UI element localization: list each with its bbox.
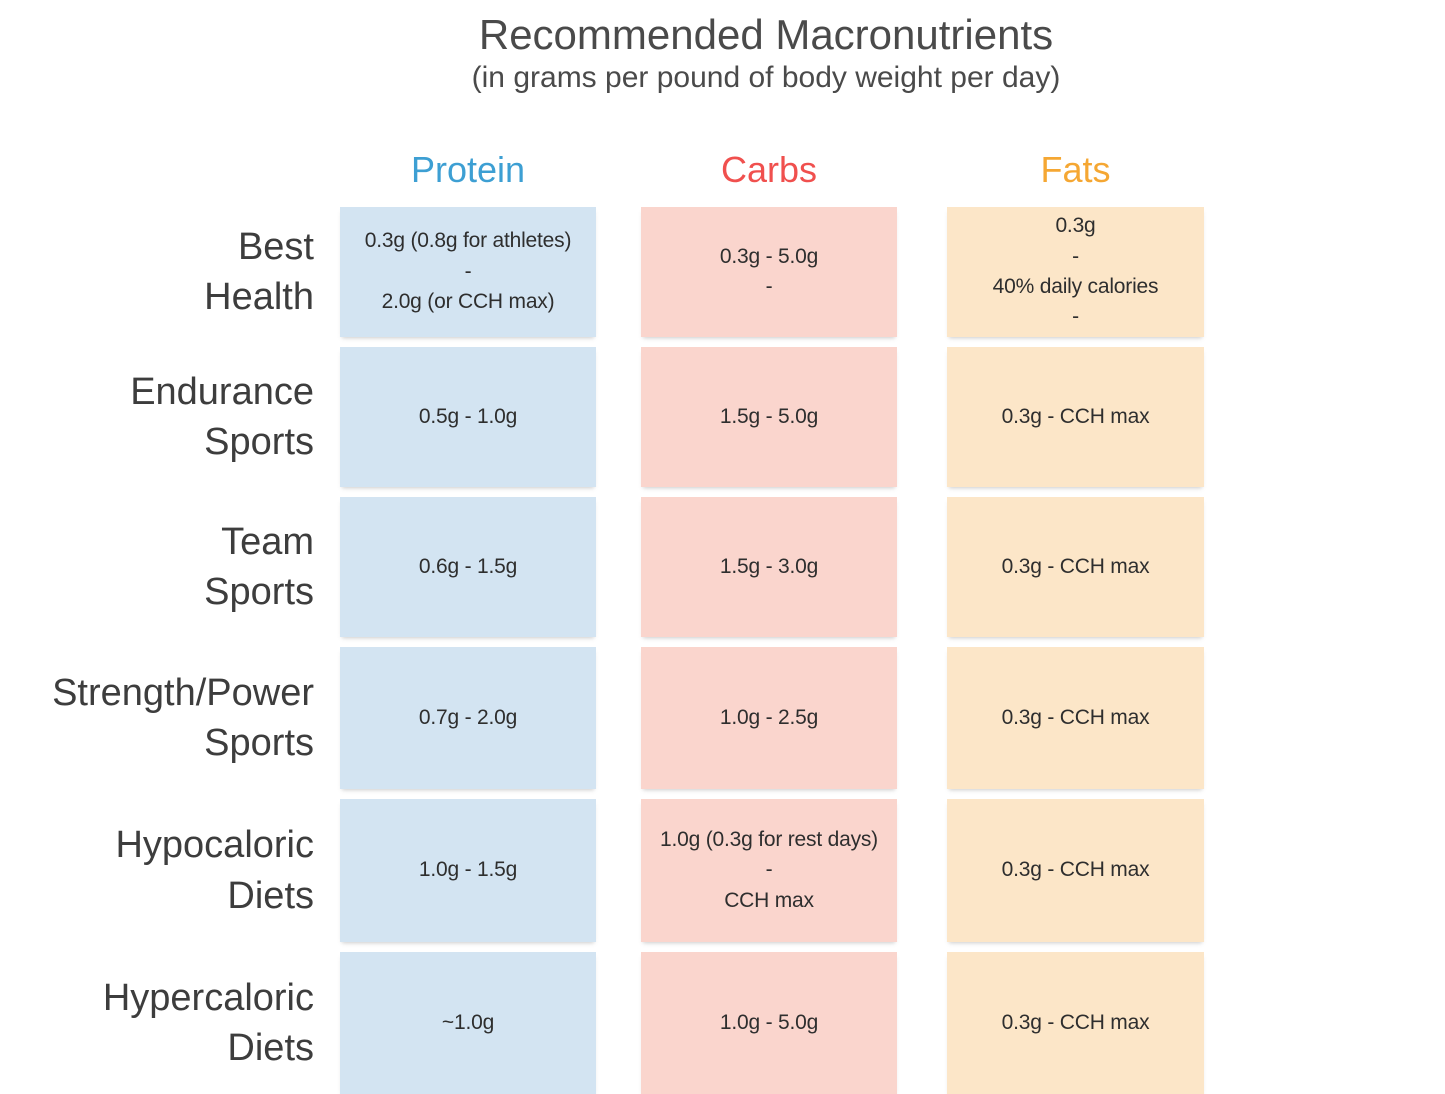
cell-hypercaloric-diets-fats: 0.3g - CCH max [947,952,1204,1094]
row-label-hypercaloric-diets: Hypercaloric Diets [102,976,314,1069]
cell-endurance-sports-protein: 0.5g - 1.0g [340,347,596,487]
cell-strength-power-sports-fats: 0.3g - CCH max [947,647,1204,789]
row-label-team-sports: Team Sports [204,520,314,613]
cell-hypercaloric-diets-protein: ~1.0g [340,952,596,1094]
title-block: Recommended Macronutrients (in grams per… [87,11,1445,99]
cell-hypocaloric-diets-carbs: 1.0g (0.3g for rest days) - CCH max [641,799,897,942]
row-label-endurance-sports: Endurance Sports [130,370,314,463]
cell-strength-power-sports-carbs: 1.0g - 2.5g [641,647,897,789]
chart-subtitle: (in grams per pound of body weight per d… [471,61,1061,95]
cell-team-sports-fats: 0.3g - CCH max [947,497,1204,637]
cell-hypocaloric-diets-fats: 0.3g - CCH max [947,799,1204,942]
cell-strength-power-sports-protein: 0.7g - 2.0g [340,647,596,789]
macronutrient-table: Protein Carbs Fats Best Health 0.3g (0.8… [0,149,1204,1094]
cell-hypercaloric-diets-carbs: 1.0g - 5.0g [641,952,897,1094]
chart-title: Recommended Macronutrients [478,11,1054,58]
cell-team-sports-carbs: 1.5g - 3.0g [641,497,897,637]
row-label-strength-power-sports: Strength/Power Sports [52,671,314,764]
cell-endurance-sports-carbs: 1.5g - 5.0g [641,347,897,487]
cell-best-health-carbs: 0.3g - 5.0g - [641,207,897,337]
row-label-hypocaloric-diets: Hypocaloric Diets [115,824,314,917]
cell-best-health-fats: 0.3g - 40% daily calories - [947,207,1204,337]
column-header-fats: Fats [1040,149,1111,190]
cell-team-sports-protein: 0.6g - 1.5g [340,497,596,637]
cell-best-health-protein: 0.3g (0.8g for athletes) - 2.0g (or CCH … [340,207,596,337]
column-header-protein: Protein [410,149,526,190]
cell-hypocaloric-diets-protein: 1.0g - 1.5g [340,799,596,942]
cell-endurance-sports-fats: 0.3g - CCH max [947,347,1204,487]
row-label-best-health: Best Health [204,225,314,318]
column-header-carbs: Carbs [720,149,818,190]
